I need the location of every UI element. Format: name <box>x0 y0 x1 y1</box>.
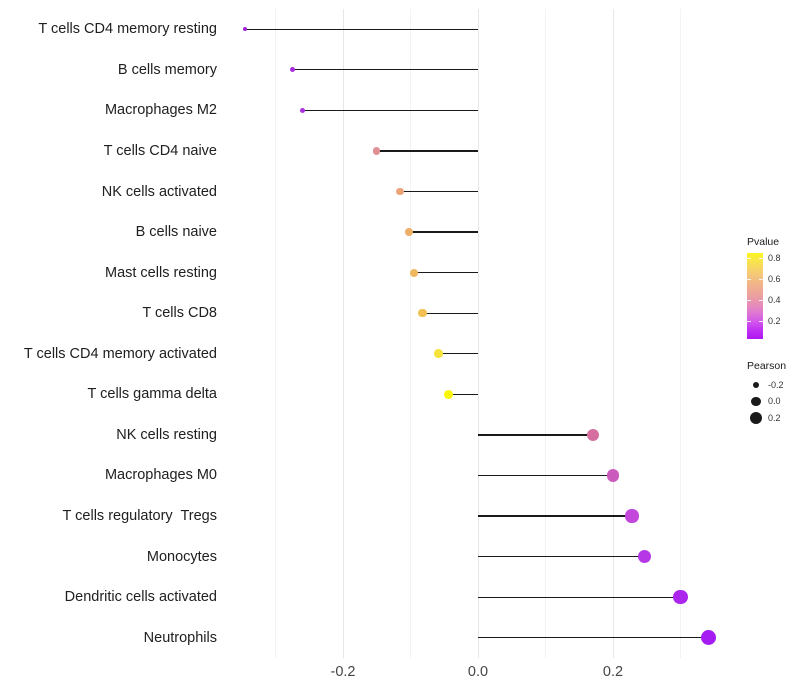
lollipop-point <box>606 469 620 482</box>
colorbar-tick-mark <box>747 279 751 281</box>
plot-panel <box>222 9 730 658</box>
colorbar-tick-mark <box>747 321 751 323</box>
y-axis-label: B cells memory <box>117 61 217 78</box>
lollipop-stem <box>478 474 613 477</box>
y-axis-label: B cells naive <box>135 224 217 241</box>
gridline-minor <box>410 9 411 658</box>
lollipop-stem <box>413 272 478 274</box>
lollipop-stem <box>302 109 478 112</box>
lollipop-point <box>409 268 418 277</box>
colorbar-tick-mark <box>759 258 763 260</box>
x-axis-tick-label: 0.0 <box>467 664 489 680</box>
lollipop-point <box>586 428 599 442</box>
size-legend-dot <box>752 381 760 389</box>
lollipop-stem <box>478 596 681 598</box>
lollipop-stem <box>478 434 593 436</box>
y-axis-label: Macrophages M0 <box>104 467 217 484</box>
size-legend-label: 0.0 <box>768 396 781 406</box>
lollipop-stem <box>438 353 478 355</box>
y-axis-label: T cells regulatory Tregs <box>62 508 217 525</box>
colorbar-tick-mark <box>759 321 763 323</box>
lollipop-stem <box>376 150 478 152</box>
y-axis-label: T cells gamma delta <box>87 386 217 403</box>
y-axis-label: NK cells activated <box>101 183 217 200</box>
gridline-major <box>612 9 614 658</box>
colorbar-tick-mark <box>759 279 763 281</box>
y-axis-label: Monocytes <box>146 548 217 565</box>
x-axis-tick-label: -0.2 <box>330 664 356 680</box>
lollipop-point <box>289 67 296 73</box>
lollipop-point <box>243 27 248 32</box>
lollipop-stem <box>448 393 478 395</box>
lollipop-point <box>433 349 443 359</box>
gridline-minor <box>545 9 546 658</box>
y-axis-label: T cells CD8 <box>142 305 217 322</box>
y-axis-label: T cells CD4 naive <box>103 142 217 159</box>
lollipop-point <box>443 389 453 399</box>
lollipop-stem <box>245 28 478 30</box>
lollipop-point <box>418 309 427 318</box>
colorbar-tick-mark <box>759 300 763 302</box>
colorbar-tick-label: 0.8 <box>768 252 781 263</box>
gridline-major <box>342 9 344 658</box>
gridline-minor <box>680 9 681 658</box>
lollipop-point <box>625 509 639 523</box>
gridline-minor <box>275 9 276 658</box>
y-axis-label: NK cells resting <box>116 426 217 443</box>
y-axis-label: Dendritic cells activated <box>64 589 217 606</box>
x-axis-tick-label: 0.2 <box>602 664 624 680</box>
y-axis-label: Mast cells resting <box>104 264 217 281</box>
lollipop-point <box>299 107 306 114</box>
colorbar-tick-label: 0.4 <box>768 294 781 305</box>
y-axis-label: T cells CD4 memory resting <box>38 21 217 38</box>
lollipop-stem <box>478 555 645 558</box>
colorbar-tick-label: 0.6 <box>768 273 781 284</box>
lollipop-stem <box>409 231 478 233</box>
y-axis-label: Neutrophils <box>143 629 217 646</box>
lollipop-stem <box>292 69 478 71</box>
size-legend-dot <box>751 396 761 407</box>
lollipop-point <box>396 187 405 196</box>
lollipop-stem <box>478 515 632 517</box>
gridline-major <box>477 9 479 658</box>
pearson-legend-title: Pearson <box>747 360 787 372</box>
lollipop-point <box>373 147 381 155</box>
y-axis-label: Macrophages M2 <box>104 102 217 119</box>
colorbar-tick-label: 0.2 <box>768 315 781 326</box>
pvalue-colorbar <box>747 253 763 339</box>
size-legend-label: -0.2 <box>768 379 784 390</box>
y-axis-label: T cells CD4 memory activated <box>23 345 217 362</box>
colorbar-tick-mark <box>747 300 751 302</box>
lollipop-point <box>637 549 652 564</box>
size-legend-label: 0.2 <box>768 412 781 423</box>
lollipop-point <box>673 589 688 605</box>
lollipop-stem <box>400 190 478 193</box>
lollipop-stem <box>422 312 478 314</box>
pvalue-legend-title: Pvalue <box>747 236 780 248</box>
lollipop-point <box>700 630 716 646</box>
size-legend-dot <box>749 411 763 425</box>
colorbar-tick-mark <box>747 258 751 260</box>
lollipop-point <box>405 228 414 237</box>
lollipop-stem <box>478 637 709 639</box>
